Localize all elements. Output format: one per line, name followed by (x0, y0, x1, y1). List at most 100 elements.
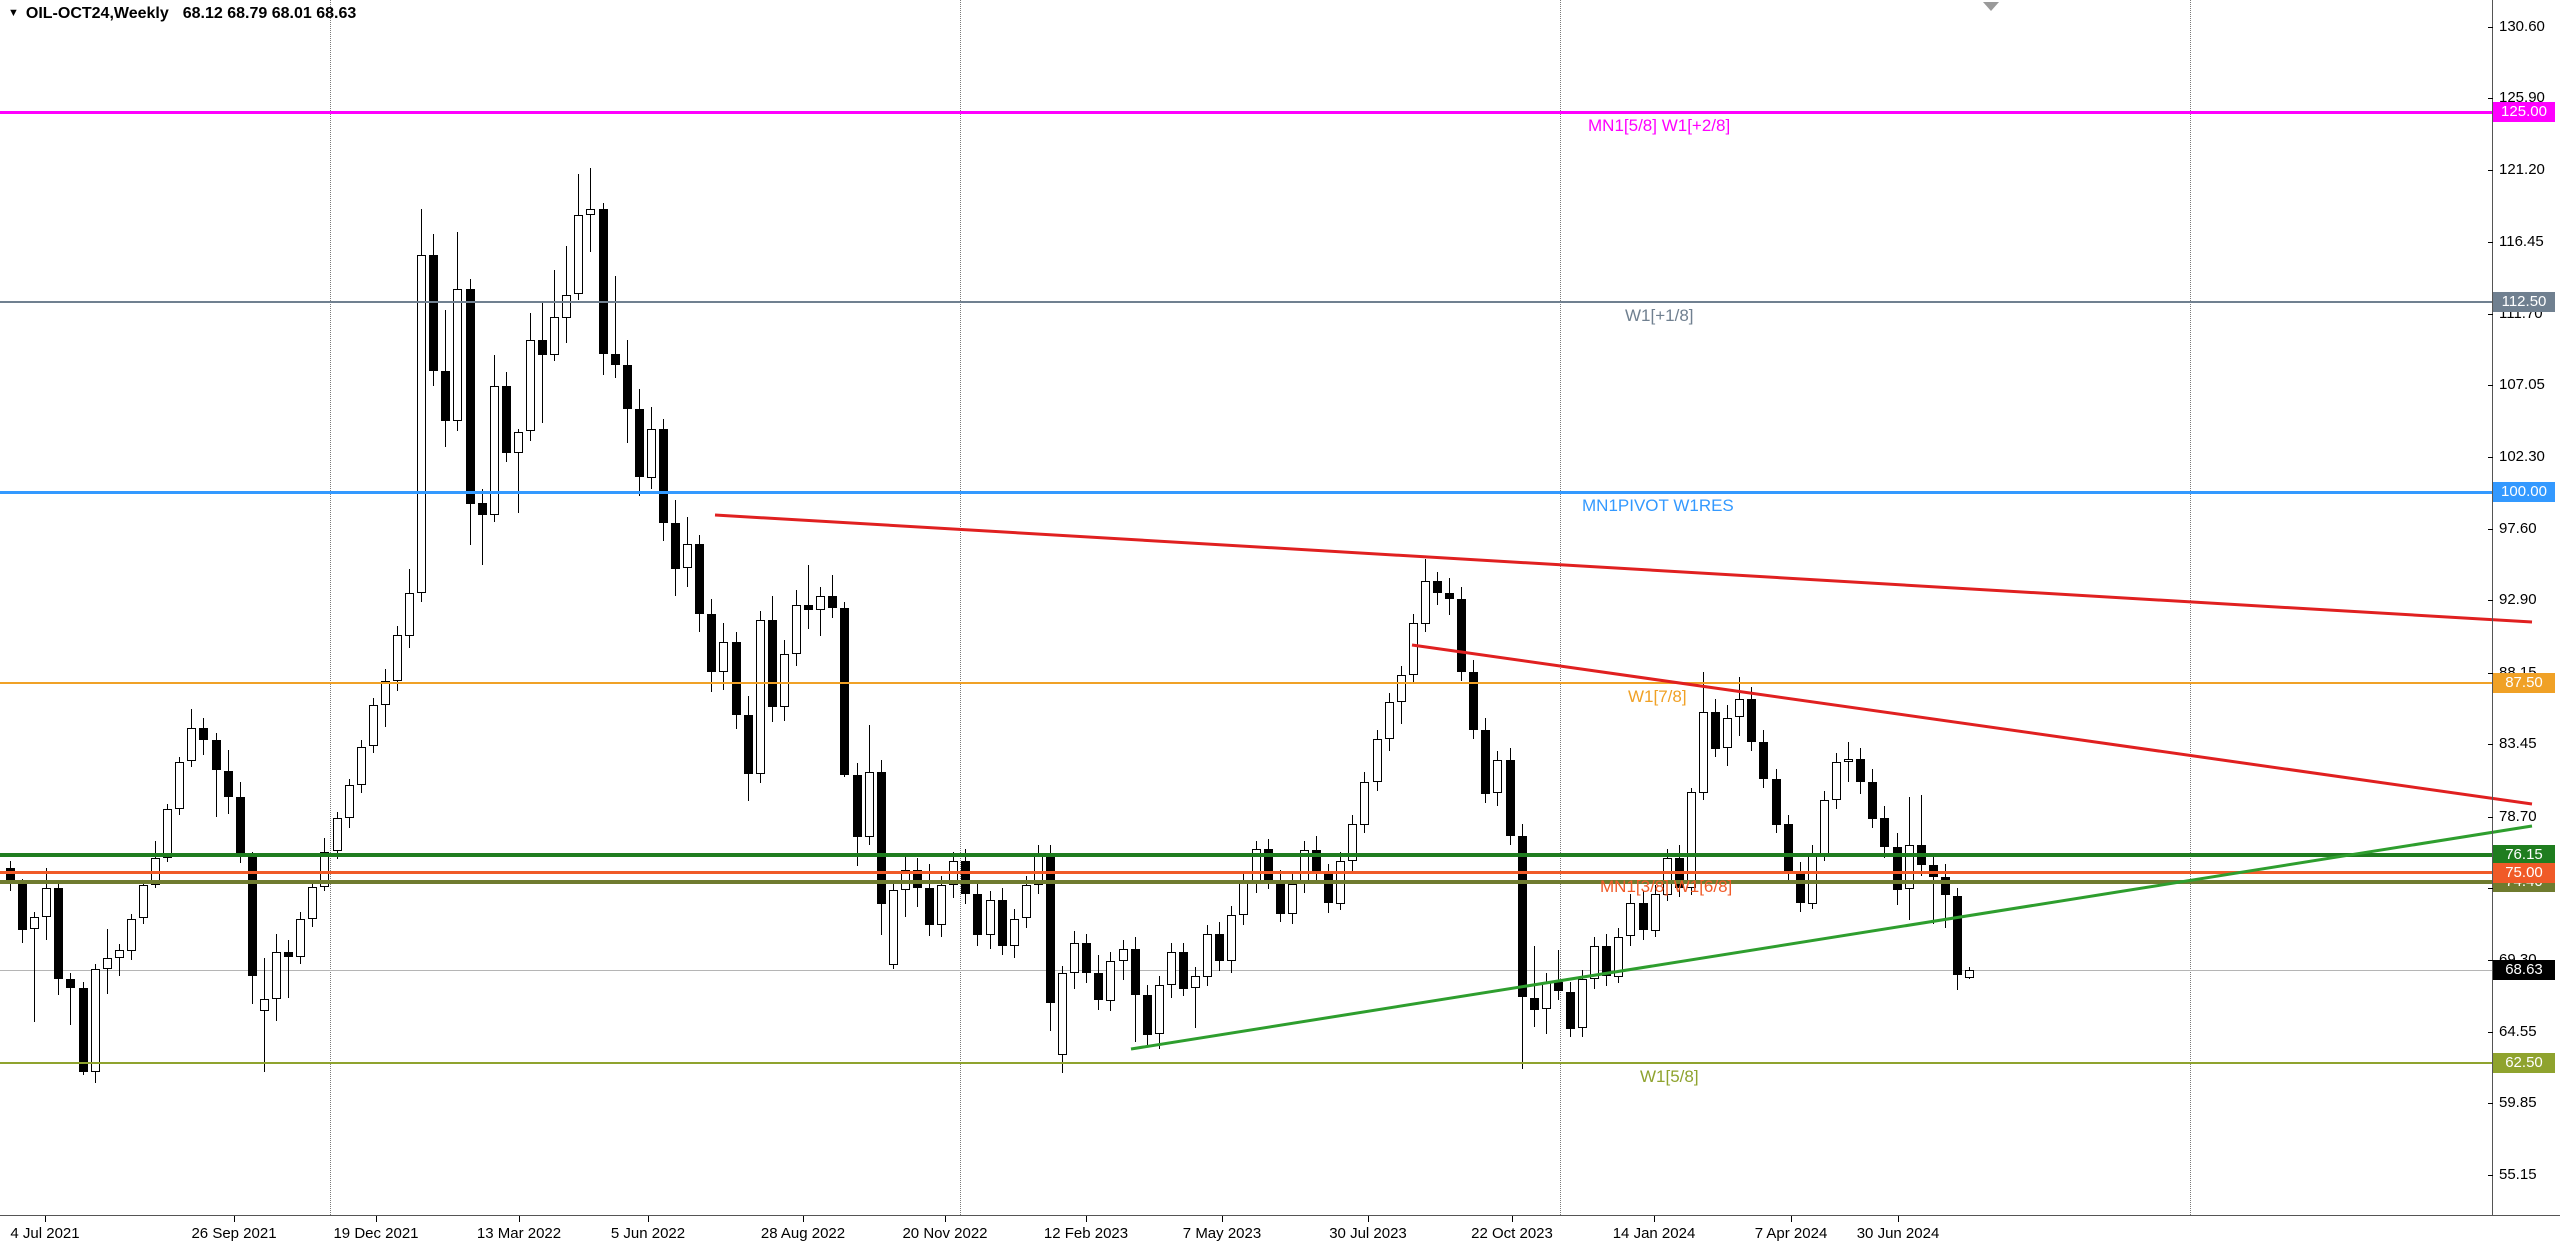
bear-candle (828, 596, 837, 608)
price-tick-label: 130.60 (2499, 18, 2545, 35)
price-level-label: MN1PIVOT W1RES (1582, 496, 1734, 515)
bull-candle (1699, 712, 1708, 793)
bull-candle (1614, 937, 1623, 977)
time-tick-mark (519, 1216, 520, 1222)
price-level-line[interactable] (0, 880, 2492, 884)
bull-candle (308, 887, 317, 919)
price-tick-mark (2488, 600, 2493, 601)
price-level-label: MN1[3/8] W1[6/8] (1600, 877, 1733, 896)
bull-candle (562, 295, 571, 318)
bull-candle (647, 429, 656, 478)
time-tick-mark (1368, 1216, 1369, 1222)
bear-candle (1566, 992, 1575, 1029)
bear-candle (1046, 855, 1055, 1003)
descending-resistance-minor-trendline[interactable] (1411, 643, 2533, 806)
bull-candle (1022, 885, 1031, 918)
price-tick-label: 83.45 (2499, 735, 2537, 752)
time-tick-mark (1654, 1216, 1655, 1222)
bull-candle (1409, 623, 1418, 675)
time-tick-mark (45, 1216, 46, 1222)
price-tick-label: 125.90 (2499, 89, 2545, 106)
candle-wick (1921, 795, 1922, 876)
candle-wick (119, 944, 120, 976)
bull-candle (574, 215, 583, 294)
symbol-dropdown-icon[interactable]: ▼ (8, 7, 19, 19)
bull-candle (683, 544, 692, 568)
bear-candle (913, 870, 922, 888)
bear-candle (1457, 599, 1466, 672)
bull-candle (1735, 699, 1744, 717)
bull-candle (1106, 961, 1115, 1001)
chart-shift-icon[interactable] (1983, 2, 1999, 11)
bear-candle (248, 856, 257, 976)
bull-candle (1070, 943, 1079, 973)
price-level-line[interactable] (0, 682, 2492, 684)
bull-candle (1373, 739, 1382, 782)
bear-candle (429, 255, 438, 371)
bear-candle (1179, 952, 1188, 989)
time-tick-mark (1086, 1216, 1087, 1222)
price-level-badge: 62.50 (2493, 1053, 2555, 1073)
price-tick-mark (2488, 960, 2493, 961)
bear-candle (1215, 934, 1224, 961)
descending-resistance-major-trendline[interactable] (714, 513, 2533, 624)
time-tick-label: 12 Feb 2023 (1043, 1225, 1129, 1242)
time-tick-label: 20 Nov 2022 (902, 1225, 988, 1242)
time-tick-label: 13 Mar 2022 (476, 1225, 562, 1242)
year-separator-line (330, 0, 331, 1215)
bull-candle (1191, 976, 1200, 988)
bear-candle (1856, 759, 1865, 782)
price-level-badge: 125.00 (2493, 102, 2555, 122)
bear-candle (1893, 847, 1902, 890)
bear-candle (1143, 995, 1152, 1035)
symbol-period-label: OIL-OCT24,Weekly (25, 5, 169, 22)
bull-candle (369, 705, 378, 746)
bear-candle (478, 503, 487, 515)
candle-wick (615, 276, 616, 378)
bull-candle (127, 919, 136, 951)
bear-candle (466, 289, 475, 504)
price-level-line[interactable] (0, 301, 2492, 303)
price-level-line[interactable] (0, 491, 2492, 494)
bear-candle (1759, 742, 1768, 779)
price-level-line[interactable] (0, 1062, 2492, 1064)
price-level-badge: 112.50 (2493, 292, 2555, 312)
bull-candle (357, 747, 366, 785)
price-tick-label: 59.85 (2499, 1094, 2537, 1111)
bull-candle (139, 885, 148, 918)
price-level-line[interactable] (0, 853, 2492, 857)
time-tick-label: 7 May 2023 (1182, 1225, 1262, 1242)
bear-candle (1324, 873, 1333, 903)
bear-candle (1880, 818, 1889, 847)
ascending-support-trendline[interactable] (1130, 824, 2533, 1051)
time-tick-mark (803, 1216, 804, 1222)
candle-wick (1848, 742, 1849, 782)
bear-candle (66, 979, 75, 988)
bull-candle (1167, 952, 1176, 985)
bear-candle (744, 715, 753, 774)
bull-candle (756, 620, 765, 774)
time-tick-mark (648, 1216, 649, 1222)
bull-candle (1010, 919, 1019, 946)
price-level-line[interactable] (0, 871, 2492, 874)
bull-candle (1155, 985, 1164, 1034)
price-level-line[interactable] (0, 111, 2492, 114)
price-level-label: W1[7/8] (1628, 687, 1687, 706)
chart-title: ▼ OIL-OCT24,Weekly 68.12 68.79 68.01 68.63 (8, 5, 356, 23)
bull-candle (792, 605, 801, 654)
bull-candle (1421, 581, 1430, 624)
bull-candle (1844, 759, 1853, 762)
price-tick-mark (2488, 385, 2493, 386)
price-level-badge: 68.63 (2493, 960, 2555, 980)
candle-wick (820, 587, 821, 636)
bear-candle (925, 888, 934, 925)
bull-candle (1626, 903, 1635, 936)
candle-wick (1945, 864, 1946, 928)
bull-candle (1578, 979, 1587, 1028)
candle-wick (566, 246, 567, 343)
bull-candle (1385, 702, 1394, 739)
bear-candle (1469, 672, 1478, 730)
bear-candle (502, 386, 511, 453)
bear-candle (284, 952, 293, 957)
time-tick-mark (1791, 1216, 1792, 1222)
